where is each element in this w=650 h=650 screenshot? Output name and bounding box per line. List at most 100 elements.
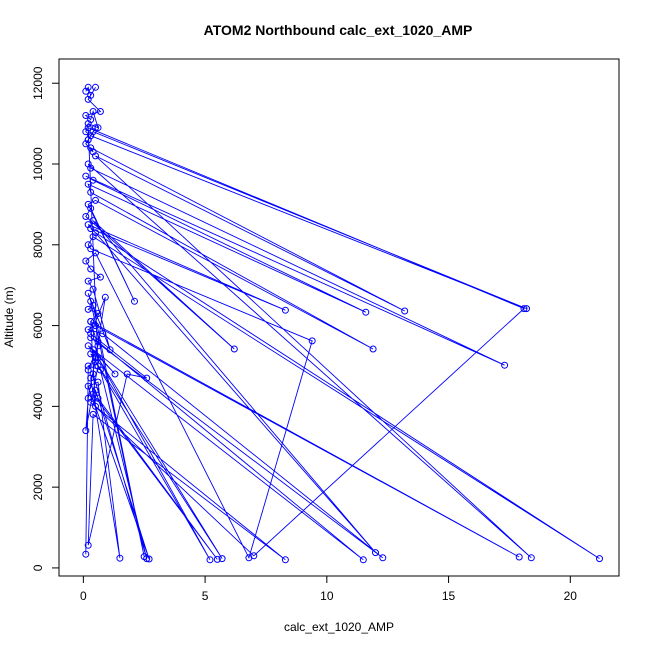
data-point (84, 394, 92, 402)
data-point (82, 213, 90, 220)
data-point (92, 249, 99, 257)
data-point (94, 362, 102, 370)
data-point (401, 307, 409, 315)
data-point (87, 265, 95, 273)
series-line (84, 86, 600, 561)
data-point (230, 345, 238, 353)
data-point (99, 330, 107, 338)
data-point (527, 554, 535, 562)
data-point (87, 334, 95, 342)
data-point (87, 318, 95, 325)
data-point (82, 172, 90, 180)
data-point (89, 301, 97, 309)
data-point (87, 330, 95, 338)
y-tick-label: 6000 (31, 312, 45, 339)
x-tick-label: 15 (442, 589, 456, 603)
data-point (89, 285, 97, 293)
data-point (359, 556, 367, 564)
data-point (143, 555, 151, 563)
data-point (92, 322, 99, 330)
data-point (123, 370, 131, 378)
data-point (89, 390, 97, 398)
y-tick-label: 0 (31, 564, 45, 571)
data-point (84, 366, 92, 374)
x-tick-label: 5 (202, 589, 209, 603)
y-tick-label: 8000 (31, 231, 45, 258)
data-point (84, 180, 92, 188)
data-point (87, 204, 95, 212)
data-point (89, 410, 97, 418)
x-tick-label: 0 (80, 589, 87, 603)
data-point (82, 257, 90, 265)
data-point (87, 188, 95, 196)
data-point (84, 277, 92, 285)
data-point (145, 555, 153, 563)
data-point (250, 552, 258, 560)
data-point (87, 164, 95, 172)
data-point (84, 305, 92, 313)
data-point (84, 83, 92, 91)
data-point (87, 350, 95, 358)
data-point (96, 108, 104, 115)
data-point (84, 342, 92, 350)
data-point (89, 233, 97, 241)
data-point (87, 225, 95, 233)
data-point (94, 124, 102, 132)
data-point (213, 555, 221, 563)
data-point (92, 402, 99, 410)
data-point (281, 556, 289, 564)
data-point (206, 556, 214, 564)
data-point (89, 176, 97, 184)
data-point (82, 427, 90, 435)
data-point (92, 354, 99, 362)
data-point (82, 550, 90, 558)
data-point (84, 124, 92, 132)
data-point (82, 112, 90, 119)
data-point (94, 310, 102, 317)
data-point (372, 549, 379, 557)
data-point (92, 196, 99, 204)
data-point (106, 346, 114, 354)
data-point (84, 362, 92, 370)
plot-layer (82, 83, 603, 564)
data-point (379, 554, 387, 562)
data-point (84, 382, 92, 390)
data-point (89, 217, 97, 225)
data-point (362, 308, 370, 316)
data-point (116, 554, 124, 562)
data-point (369, 345, 377, 353)
data-point (84, 541, 92, 549)
data-point (96, 273, 104, 281)
data-point (596, 555, 603, 563)
data-point (501, 361, 509, 369)
data-point (84, 120, 92, 128)
data-point (143, 374, 151, 382)
y-tick-label: 12000 (31, 66, 45, 100)
chart-title: ATOM2 Northbound calc_ext_1020_AMP (204, 22, 473, 38)
y-axis-label: Altitude (m) (2, 286, 16, 347)
data-point (92, 83, 99, 91)
data-point (84, 95, 92, 103)
data-point (87, 144, 95, 152)
data-point (281, 306, 289, 314)
data-point (94, 394, 102, 402)
y-tick-label: 4000 (31, 393, 45, 420)
data-point (94, 338, 102, 346)
data-point (515, 553, 523, 561)
x-tick-label: 20 (564, 589, 578, 603)
y-tick-label: 2000 (31, 473, 45, 500)
data-point (82, 140, 90, 148)
data-point (89, 108, 97, 115)
data-point (94, 342, 102, 350)
data-point (308, 337, 316, 345)
data-point (520, 305, 528, 313)
data-point (523, 305, 530, 313)
data-point (87, 374, 95, 382)
data-point (111, 370, 119, 378)
data-point (101, 293, 109, 301)
data-point (84, 289, 92, 297)
x-tick-label: 10 (320, 589, 334, 603)
